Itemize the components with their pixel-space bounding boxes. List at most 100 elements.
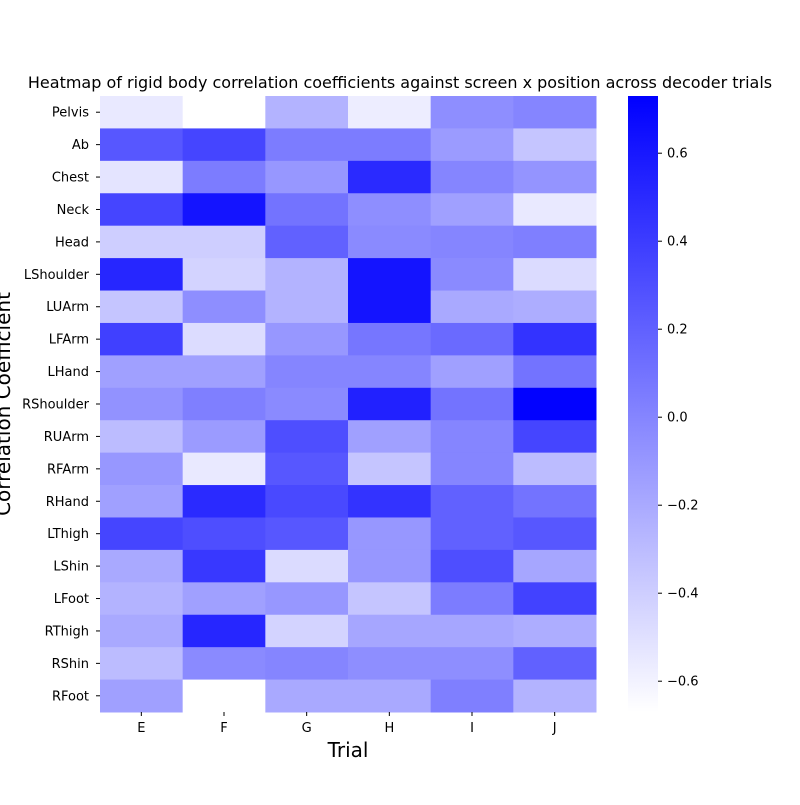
heatmap-cell-LFoot-H bbox=[348, 582, 432, 616]
heatmap-cell-RShoulder-H bbox=[348, 387, 432, 421]
heatmap-cell-Head-E bbox=[100, 225, 184, 259]
y-tick-label: LUArm bbox=[46, 300, 89, 315]
y-tick-label: LShin bbox=[53, 560, 89, 575]
heatmap-cell-RShoulder-J bbox=[513, 387, 597, 421]
heatmap-cell-LFoot-J bbox=[513, 582, 597, 616]
heatmap-cell-RHand-H bbox=[348, 485, 432, 518]
heatmap-cell-LFoot-G bbox=[265, 582, 349, 616]
heatmap-cell-RShoulder-I bbox=[430, 387, 514, 421]
y-tick-label: RShoulder bbox=[22, 398, 90, 413]
heatmap-cell-RFArm-E bbox=[100, 452, 184, 486]
x-tick-label: J bbox=[552, 721, 557, 736]
heatmap-cell-LUArm-F bbox=[182, 290, 266, 324]
heatmap-cell-LFArm-E bbox=[100, 322, 184, 356]
heatmap-cell-RFoot-G bbox=[265, 679, 349, 713]
heatmap-cell-Head-G bbox=[265, 225, 349, 259]
heatmap-cell-Pelvis-J bbox=[513, 96, 597, 129]
heatmap-cell-LFoot-E bbox=[100, 582, 184, 616]
heatmap-cell-LUArm-G bbox=[265, 290, 349, 324]
chart-title: Heatmap of rigid body correlation coeffi… bbox=[28, 73, 772, 92]
y-tick-label: Head bbox=[55, 235, 89, 250]
y-tick-label: RFoot bbox=[52, 689, 89, 704]
heatmap-cell-LShoulder-H bbox=[348, 258, 432, 292]
heatmap-cell-LThigh-F bbox=[182, 517, 266, 551]
heatmap-cell-Head-I bbox=[430, 225, 514, 259]
y-tick-label: Ab bbox=[72, 138, 89, 153]
heatmap-cell-Neck-G bbox=[265, 193, 349, 227]
heatmap-cell-RUArm-I bbox=[430, 420, 514, 454]
heatmap-cell-Neck-E bbox=[100, 193, 184, 227]
y-tick-label: LThigh bbox=[47, 527, 89, 542]
heatmap-cell-LHand-H bbox=[348, 355, 432, 389]
heatmap-cell-Pelvis-H bbox=[348, 96, 432, 129]
heatmap-cell-LShoulder-I bbox=[430, 258, 514, 292]
heatmap-cells bbox=[100, 96, 597, 713]
heatmap-cell-LFoot-I bbox=[430, 582, 514, 616]
heatmap-cell-RShin-H bbox=[348, 647, 432, 681]
colorbar-tick-label: 0.6 bbox=[667, 147, 688, 162]
heatmap-cell-LFArm-F bbox=[182, 322, 266, 356]
heatmap-cell-Neck-F bbox=[182, 193, 266, 227]
heatmap-cell-RHand-G bbox=[265, 485, 349, 518]
colorbar-tick-label: 0.2 bbox=[667, 323, 688, 338]
heatmap-cell-RShin-F bbox=[182, 647, 266, 681]
heatmap-cell-Chest-J bbox=[513, 160, 597, 194]
heatmap-cell-RThigh-I bbox=[430, 614, 514, 648]
heatmap-cell-RThigh-H bbox=[348, 614, 432, 648]
heatmap-cell-RFArm-F bbox=[182, 452, 266, 486]
heatmap-cell-RFArm-G bbox=[265, 452, 349, 486]
heatmap-cell-LShin-F bbox=[182, 549, 266, 583]
heatmap-cell-LUArm-H bbox=[348, 290, 432, 324]
colorbar-tick-label: 0.0 bbox=[667, 411, 688, 426]
heatmap-cell-Neck-H bbox=[348, 193, 432, 227]
heatmap-cell-RUArm-J bbox=[513, 420, 597, 454]
y-tick-label: RThigh bbox=[45, 624, 89, 639]
heatmap-cell-RFArm-H bbox=[348, 452, 432, 486]
heatmap-cell-LFArm-J bbox=[513, 322, 597, 356]
heatmap-cell-RThigh-G bbox=[265, 614, 349, 648]
colorbar-ticks: −0.6 −0.4 −0.2 0.0 0.2 0.4 0.6 bbox=[658, 147, 699, 690]
heatmap-cell-RHand-J bbox=[513, 485, 597, 518]
heatmap-cell-Ab-H bbox=[348, 128, 432, 162]
heatmap-cell-RThigh-F bbox=[182, 614, 266, 648]
heatmap-cell-RFoot-E bbox=[100, 679, 184, 713]
heatmap-cell-RFArm-J bbox=[513, 452, 597, 486]
heatmap-cell-LUArm-I bbox=[430, 290, 514, 324]
x-tick-label: I bbox=[470, 721, 474, 736]
heatmap-cell-LHand-G bbox=[265, 355, 349, 389]
y-axis-label: Correlation Coefficient bbox=[0, 292, 15, 516]
heatmap-cell-RUArm-G bbox=[265, 420, 349, 454]
heatmap-cell-Pelvis-F bbox=[182, 96, 266, 129]
heatmap-cell-RFArm-I bbox=[430, 452, 514, 486]
heatmap-cell-RShoulder-E bbox=[100, 387, 184, 421]
y-tick-label: RHand bbox=[46, 495, 89, 510]
heatmap-cell-Head-H bbox=[348, 225, 432, 259]
heatmap-cell-RFoot-H bbox=[348, 679, 432, 713]
heatmap-cell-Neck-J bbox=[513, 193, 597, 227]
heatmap-cell-LThigh-E bbox=[100, 517, 184, 551]
heatmap-cell-Pelvis-G bbox=[265, 96, 349, 129]
heatmap-cell-LHand-J bbox=[513, 355, 597, 389]
colorbar-tick-label: −0.6 bbox=[667, 675, 699, 690]
heatmap-cell-Ab-J bbox=[513, 128, 597, 162]
x-tick-label: G bbox=[302, 721, 312, 736]
y-tick-label: RUArm bbox=[44, 430, 89, 445]
y-tick-label: LShoulder bbox=[24, 268, 90, 283]
heatmap-cell-RShin-G bbox=[265, 647, 349, 681]
heatmap-cell-RShoulder-G bbox=[265, 387, 349, 421]
x-axis-label: Trial bbox=[327, 738, 369, 762]
heatmap-cell-Ab-F bbox=[182, 128, 266, 162]
heatmap-cell-LShoulder-E bbox=[100, 258, 184, 292]
heatmap-cell-Chest-G bbox=[265, 160, 349, 194]
x-tick-label: E bbox=[137, 721, 145, 736]
heatmap-cell-RFoot-I bbox=[430, 679, 514, 713]
x-axis-ticks: E F G H I J bbox=[137, 712, 557, 736]
colorbar-tick-label: −0.4 bbox=[667, 587, 699, 602]
heatmap-cell-RFoot-F bbox=[182, 679, 266, 713]
heatmap-cell-RUArm-H bbox=[348, 420, 432, 454]
heatmap-cell-Chest-F bbox=[182, 160, 266, 194]
heatmap-cell-Ab-I bbox=[430, 128, 514, 162]
heatmap-cell-LShin-I bbox=[430, 549, 514, 583]
